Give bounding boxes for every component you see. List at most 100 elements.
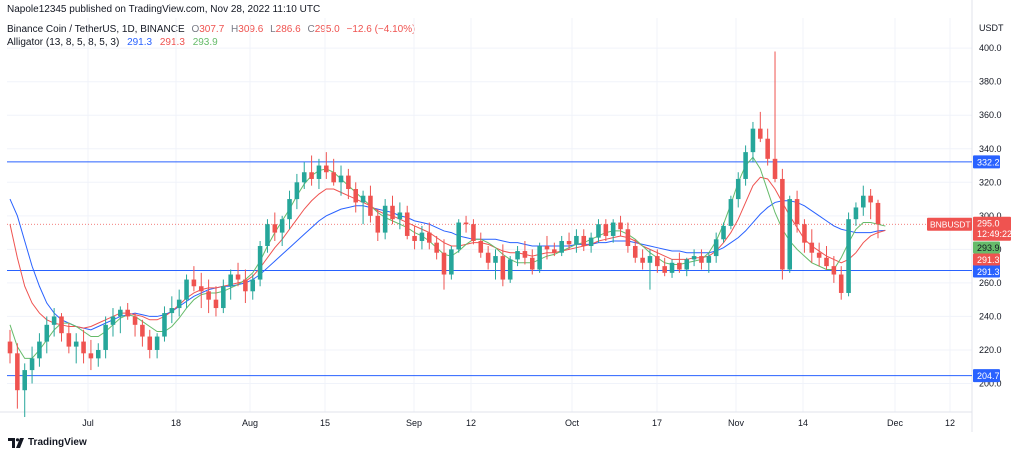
- x-tick-label: Jul: [82, 418, 94, 428]
- candle: [441, 239, 447, 290]
- candle-body: [677, 262, 682, 270]
- candle-body: [713, 239, 719, 257]
- candle: [868, 189, 873, 220]
- candle-body: [301, 172, 307, 183]
- candle-body: [537, 246, 542, 270]
- candle-body: [809, 242, 815, 253]
- candle: [15, 343, 20, 409]
- candle: [206, 279, 211, 314]
- x-tick-label: Sep: [406, 418, 422, 428]
- candle: [309, 155, 314, 186]
- candle-body: [574, 235, 579, 245]
- candle: [331, 158, 336, 186]
- level-badge-label: 204.7: [977, 371, 1000, 381]
- candle-body: [88, 353, 94, 359]
- candle: [375, 209, 381, 241]
- candle-body: [132, 316, 138, 325]
- candle-body: [51, 316, 57, 325]
- y-tick-label: 200.0: [979, 378, 1002, 388]
- indicator-title: Alligator (13, 8, 5, 8, 5, 3): [7, 37, 120, 48]
- lips-value: 293.9: [192, 37, 218, 48]
- candle: [846, 212, 851, 297]
- candle: [81, 329, 86, 364]
- candle-body: [603, 224, 609, 236]
- candle: [235, 262, 241, 287]
- level-badge-label: 332.2: [977, 157, 1000, 167]
- candle: [596, 219, 601, 243]
- jaw-badge: [973, 265, 1000, 278]
- candle: [66, 323, 72, 354]
- candle-body: [272, 224, 278, 233]
- candle-body: [235, 274, 241, 280]
- candle-body: [15, 353, 20, 391]
- candle: [250, 274, 256, 300]
- candle: [500, 244, 506, 287]
- candle: [625, 222, 631, 253]
- candle: [559, 235, 564, 257]
- candle: [750, 121, 756, 163]
- candle: [162, 306, 167, 342]
- candle-body: [221, 286, 226, 309]
- y-tick-label: 400.0: [979, 43, 1002, 53]
- candle-body: [632, 246, 638, 258]
- candle-body: [522, 251, 528, 258]
- level-badge: [973, 155, 1000, 169]
- candle-body: [162, 313, 167, 337]
- candle-body: [73, 341, 79, 347]
- candle: [662, 257, 667, 277]
- candle: [765, 128, 770, 166]
- candle: [456, 219, 461, 253]
- candle-body: [213, 299, 219, 309]
- candle: [758, 111, 763, 143]
- candle: [471, 219, 476, 245]
- candle: [272, 212, 278, 241]
- candle: [794, 190, 800, 233]
- candle-body: [853, 207, 859, 220]
- candle: [287, 190, 292, 230]
- jaw-badge-label: 291.3: [977, 267, 1000, 277]
- candle-body: [397, 212, 403, 220]
- low-value: 286.6: [275, 24, 301, 35]
- candle-body: [184, 279, 189, 300]
- candle: [73, 333, 79, 364]
- candle: [29, 346, 35, 384]
- candle-body: [772, 158, 778, 179]
- candle: [574, 229, 579, 253]
- candle-body: [647, 256, 653, 263]
- candle-body: [279, 219, 285, 233]
- candle-body: [831, 266, 837, 275]
- symbol-title: Binance Coin / TetherUS, 1D, BINANCE: [7, 24, 185, 35]
- countdown-value: 12:49:22: [977, 229, 1012, 239]
- candle-body: [257, 246, 263, 280]
- candle: [397, 202, 403, 230]
- candle-body: [566, 240, 572, 245]
- candle: [265, 219, 270, 253]
- candle-body: [140, 324, 145, 337]
- candle-body: [640, 257, 645, 263]
- candle-body: [655, 256, 660, 267]
- candle-body: [765, 138, 770, 159]
- candle-body: [544, 246, 550, 250]
- candle-body: [743, 152, 748, 179]
- candle-body: [846, 219, 851, 293]
- candle: [221, 279, 226, 314]
- x-tick-label: 18: [171, 418, 181, 428]
- x-tick-label: 17: [652, 418, 662, 428]
- candle: [419, 225, 425, 250]
- candle: [655, 249, 660, 273]
- candle: [544, 235, 550, 260]
- level-badge: [973, 369, 1000, 383]
- alligator-jaw-line: [9, 198, 886, 331]
- candle-body: [176, 299, 182, 309]
- candle-body: [552, 249, 557, 253]
- candle: [691, 249, 697, 267]
- y-tick-label: 260.0: [979, 278, 1002, 288]
- candle: [338, 165, 344, 196]
- candle-body: [787, 199, 793, 270]
- indicator-legend: Alligator (13, 8, 5, 8, 5, 3) 291.3 291.…: [7, 37, 218, 48]
- high-label: H: [231, 24, 239, 35]
- candle: [713, 232, 719, 263]
- y-tick-label: 340.0: [979, 144, 1002, 154]
- candle-body: [515, 251, 520, 260]
